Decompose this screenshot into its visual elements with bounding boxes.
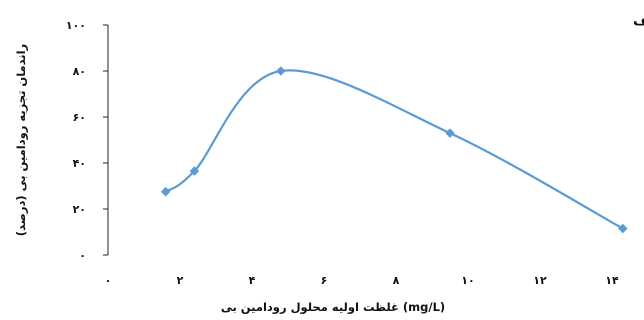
x-tick-label: ۲ xyxy=(177,274,184,287)
y-axis: ۰ ۲۰ ۴۰ ۶۰ ۸۰ ۱۰۰ xyxy=(66,19,109,262)
y-tick-label: ۴۰ xyxy=(73,157,86,170)
y-tick-label: ۱۰۰ xyxy=(66,19,86,32)
x-tick-label: ۴ xyxy=(249,274,256,287)
data-point xyxy=(617,223,628,234)
x-axis: ۰ ۲ ۴ ۶ ۸ ۱۰ ۱۲ ۱۴ xyxy=(105,274,619,287)
data-point xyxy=(445,128,455,138)
x-tick-label: ۰ xyxy=(105,274,112,287)
x-tick-label: ۱۰ xyxy=(461,274,474,287)
x-tick-label: ۱۴ xyxy=(605,274,619,287)
y-tick-label: ۶۰ xyxy=(73,111,86,124)
y-tick-label: ۸۰ xyxy=(73,65,86,78)
data-point xyxy=(275,66,286,76)
y-tick-label: ۰ xyxy=(79,249,86,262)
y-tick-label: ۲۰ xyxy=(73,203,86,216)
x-tick-label: ۱۲ xyxy=(533,274,547,287)
data-point xyxy=(189,166,200,176)
series-layer xyxy=(160,66,628,234)
x-axis-title: غلظت اولیه محلول رودامین بی (mg/L) xyxy=(221,300,445,315)
series-line xyxy=(164,69,624,230)
data-point xyxy=(160,186,171,197)
x-tick-label: ۶ xyxy=(321,274,328,287)
x-tick-label: ۸ xyxy=(393,274,400,287)
panel-label: الف xyxy=(633,13,644,29)
y-axis-title: راندمان تجزیه رودامین بی (درصد) xyxy=(14,44,29,236)
